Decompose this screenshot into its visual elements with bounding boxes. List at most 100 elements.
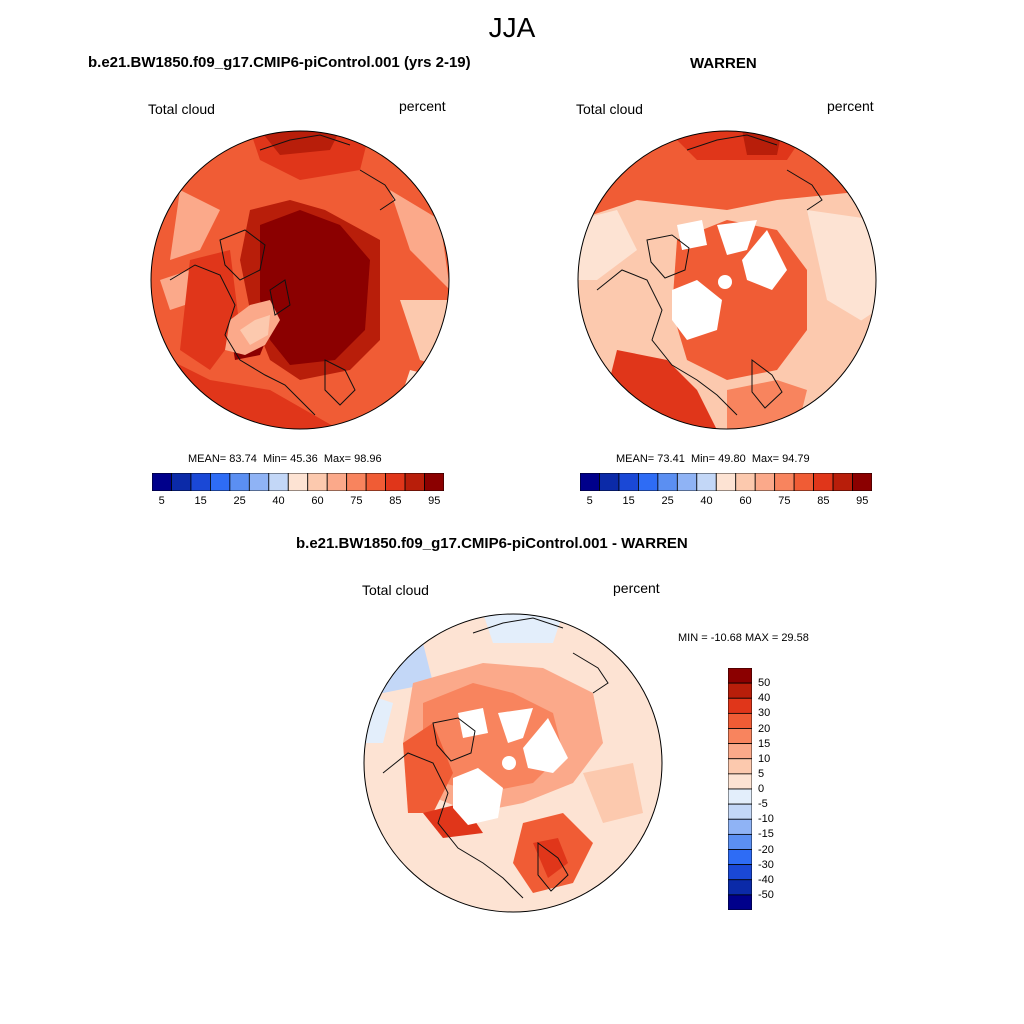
land-outline	[751, 359, 783, 409]
colorbar-tick-label: 5	[586, 495, 593, 507]
colorbar-tick-label: -40	[758, 873, 774, 886]
panel-3-units-label: percent	[613, 580, 660, 596]
panel-2-colorbar-ticks: 5 15 25 40 60 75 85 95	[580, 495, 872, 509]
panel-3-polar-map	[363, 613, 663, 913]
colorbar-tick-label: 5	[158, 495, 165, 507]
field-patch	[260, 210, 370, 365]
panel-3-stats: MIN = -10.68 MAX = 29.58	[678, 632, 809, 644]
colorbar-swatch	[638, 473, 659, 491]
panel-1-colorbar	[152, 473, 444, 491]
colorbar-swatch	[190, 473, 211, 491]
colorbar-swatch	[728, 743, 752, 760]
land-outline	[259, 134, 351, 151]
figure-title: JJA	[488, 12, 536, 43]
mean-value: 83.74	[229, 453, 257, 465]
land-outline	[572, 652, 609, 694]
colorbar-swatch	[580, 473, 600, 491]
colorbar-swatch	[728, 668, 752, 684]
colorbar-swatch	[728, 879, 752, 896]
panel-3-title: b.e21.BW1850.f09_g17.CMIP6-piControl.001…	[296, 535, 688, 552]
panel-2-stats: MEAN= 73.41 Min= 49.80 Max= 94.79	[616, 453, 810, 465]
land-outline	[646, 234, 690, 279]
panel-2-title: WARREN	[690, 55, 757, 72]
min-value: 49.80	[718, 453, 746, 465]
colorbar-tick-label: 85	[817, 495, 830, 507]
land-outline	[596, 269, 738, 416]
land-outline	[382, 752, 524, 899]
land-outline	[786, 169, 823, 211]
colorbar-swatch	[728, 682, 752, 699]
colorbar-tick-label: 85	[389, 495, 402, 507]
field-patch	[578, 131, 876, 220]
colorbar-tick-label: 75	[350, 495, 363, 507]
missing-data-region	[717, 220, 757, 255]
field-patch	[440, 360, 449, 380]
colorbar-swatch	[248, 473, 270, 491]
colorbar-swatch	[774, 473, 795, 491]
colorbar-swatch	[326, 473, 348, 491]
missing-data-region	[502, 756, 516, 770]
colorbar-swatch	[852, 473, 872, 491]
missing-data-region	[718, 275, 732, 289]
colorbar-tick-label: 15	[622, 495, 635, 507]
colorbar-tick-label: -20	[758, 843, 774, 856]
colorbar-tick-label: 15	[194, 495, 207, 507]
land-outline	[537, 842, 569, 892]
land-outline	[686, 134, 778, 151]
min-value: 45.36	[290, 453, 318, 465]
field-patch	[583, 763, 643, 823]
panel-3-colorbar-ticks: 50 40 30 20 15 10 5 0 -5 -10 -15 -20 -30 -40 -50	[758, 668, 798, 910]
field-patch	[180, 250, 240, 370]
min-label: Min=	[690, 453, 716, 465]
field-patch	[390, 190, 449, 290]
panel-2-polar-map	[577, 130, 877, 430]
panel-1-units-label: percent	[399, 98, 446, 114]
panel-2-variable-label: Total cloud	[576, 101, 643, 117]
colorbar-swatch	[404, 473, 425, 491]
panel-2-units-label: percent	[827, 98, 874, 114]
panel-3-variable-label: Total cloud	[362, 582, 429, 598]
colorbar-tick-label: -30	[758, 858, 774, 871]
land-outline	[324, 359, 356, 406]
colorbar-swatch	[728, 833, 752, 850]
min-label: Min=	[262, 453, 288, 465]
colorbar-swatch	[599, 473, 620, 491]
colorbar-swatch	[728, 803, 752, 820]
colorbar-swatch	[728, 894, 752, 910]
colorbar-swatch	[728, 758, 752, 775]
colorbar-swatch	[813, 473, 834, 491]
colorbar-swatch	[754, 473, 776, 491]
colorbar-tick-label: 75	[778, 495, 791, 507]
land-outline	[169, 264, 316, 416]
colorbar-tick-label: 40	[272, 495, 285, 507]
mean-label: MEAN=	[188, 453, 227, 465]
colorbar-swatch	[657, 473, 678, 491]
colorbar-tick-label: 50	[758, 677, 771, 690]
colorbar-tick-label: 5	[758, 767, 765, 780]
colorbar-swatch	[229, 473, 250, 491]
field-patch	[240, 315, 270, 345]
panel-1-stats: MEAN= 83.74 Min= 45.36 Max= 98.96	[188, 453, 382, 465]
colorbar-swatch	[307, 473, 328, 491]
colorbar-swatch	[728, 864, 752, 881]
colorbar-swatch	[832, 473, 853, 491]
panel-1-variable-label: Total cloud	[148, 101, 215, 117]
colorbar-swatch	[268, 473, 289, 491]
colorbar-swatch	[728, 697, 752, 714]
land-outline	[269, 279, 291, 316]
field-patch	[533, 838, 568, 878]
colorbar-tick-label: 60	[311, 495, 324, 507]
colorbar-swatch	[424, 473, 444, 491]
colorbar-swatch	[728, 773, 752, 790]
field-patch	[170, 190, 220, 260]
colorbar-tick-label: 30	[758, 707, 771, 720]
colorbar-swatch	[152, 473, 172, 491]
missing-data-region	[672, 280, 722, 340]
colorbar-swatch	[346, 473, 367, 491]
field-patch	[403, 723, 453, 813]
colorbar-swatch	[696, 473, 717, 491]
panel-3-colorbar	[728, 668, 752, 910]
colorbar-tick-label: 15	[758, 737, 771, 750]
colorbar-tick-label: 40	[700, 495, 713, 507]
max-label: Max=	[323, 453, 352, 465]
